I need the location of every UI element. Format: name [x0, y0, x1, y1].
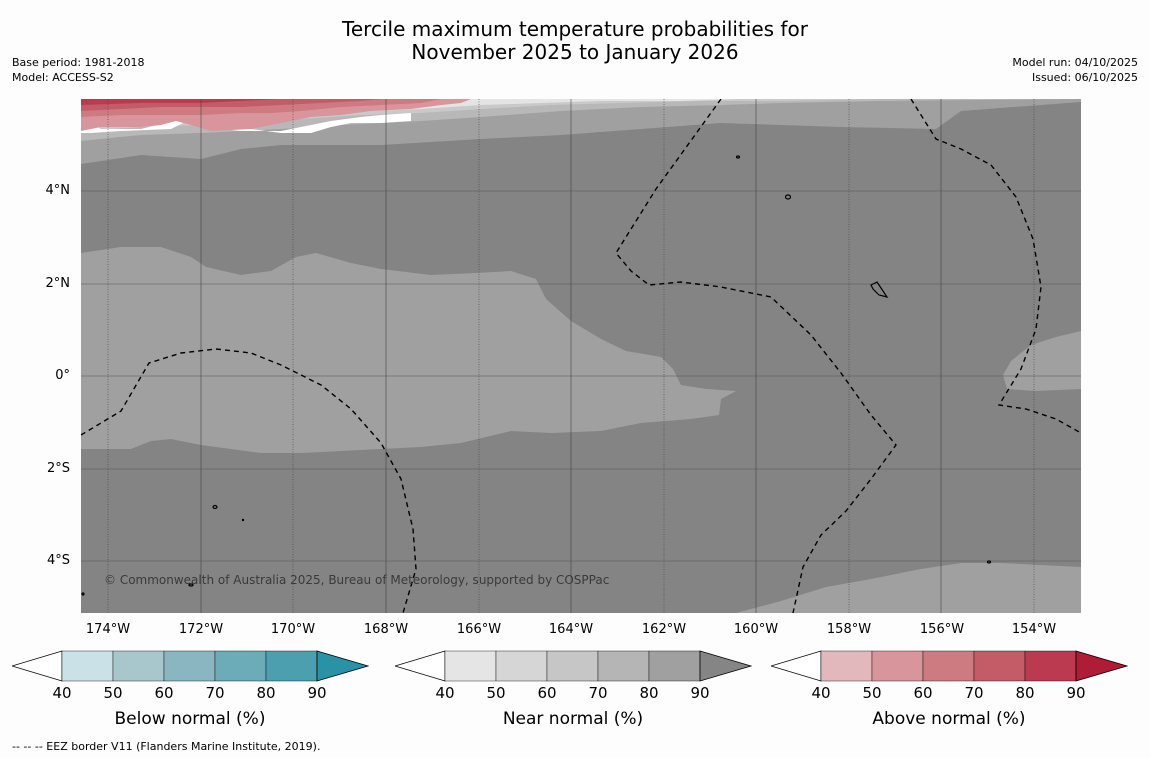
- longitude-gridlines: [107, 99, 1035, 613]
- run-info: Model run: 04/10/2025 Issued: 06/10/2025: [1012, 55, 1138, 85]
- below-swatch-1: [112, 650, 165, 682]
- lat-label-4n: 4°N: [45, 183, 71, 198]
- islands: [81, 155, 992, 596]
- lat-label-2n: 2°N: [45, 276, 71, 291]
- lon-label-160w: 160°W: [733, 622, 779, 637]
- near-swatch-2: [546, 650, 599, 682]
- below-tick-40: 40: [52, 684, 72, 702]
- zone-near-70-80-central: [81, 247, 736, 453]
- base-period: Base period: 1981-2018: [12, 56, 145, 69]
- below-swatch-3: [214, 650, 267, 682]
- lon-label-154w: 154°W: [1011, 622, 1057, 637]
- lon-label-164w: 164°W: [548, 622, 594, 637]
- island-7: [81, 592, 85, 596]
- copyright-notice: © Commonwealth of Australia 2025, Bureau…: [104, 573, 610, 587]
- near-tick-60: 60: [537, 684, 557, 702]
- lon-label-156w: 156°W: [919, 622, 965, 637]
- lon-label-174w: 174°W: [85, 622, 131, 637]
- latitude-gridlines: [81, 190, 1081, 562]
- issued-date: Issued: 06/10/2025: [1031, 71, 1138, 84]
- near-tick-40: 40: [435, 684, 455, 702]
- above-swatch-5: [1075, 650, 1129, 682]
- colorbar-near-svg: [393, 650, 753, 682]
- below-normal-title: Below normal (%): [114, 709, 266, 729]
- above-tick-70: 70: [964, 684, 984, 702]
- lon-label-166w: 166°W: [456, 622, 502, 637]
- title-line-1: Tercile maximum temperature probabilitie…: [342, 17, 808, 41]
- model-run-date: Model run: 04/10/2025: [1012, 56, 1138, 69]
- above-tick-40: 40: [811, 684, 831, 702]
- eez-borders: [81, 99, 1081, 613]
- near-swatch-3: [597, 650, 650, 682]
- lat-label-0: 0°: [55, 368, 70, 383]
- above-tick-90: 90: [1066, 684, 1086, 702]
- below-swatch-4: [265, 650, 318, 682]
- near-tick-80: 80: [639, 684, 659, 702]
- below-tick-50: 50: [103, 684, 123, 702]
- island-8: [241, 518, 245, 522]
- below-swatch-5: [316, 650, 370, 682]
- above-swatch-2: [922, 650, 975, 682]
- colorbar-above-normal: [769, 650, 1129, 688]
- island-5: [188, 583, 194, 587]
- model-info: Base period: 1981-2018 Model: ACCESS-S2: [12, 55, 144, 85]
- near-normal-title: Near normal (%): [502, 709, 644, 729]
- eez-border-note: -- -- -- EEZ border V11 (Flanders Marine…: [12, 740, 321, 753]
- lon-label-168w: 168°W: [363, 622, 409, 637]
- below-min-arrow: [10, 650, 63, 682]
- lon-label-170w: 170°W: [270, 622, 316, 637]
- above-min-arrow: [769, 650, 822, 682]
- above-normal-title: Above normal (%): [872, 709, 1026, 729]
- island-3: [870, 281, 889, 298]
- above-tick-60: 60: [913, 684, 933, 702]
- lon-label-158w: 158°W: [826, 622, 872, 637]
- colorbar-above-svg: [769, 650, 1129, 682]
- colorbar-below-svg: [10, 650, 370, 682]
- island-4: [212, 504, 218, 510]
- lon-label-172w: 172°W: [178, 622, 224, 637]
- below-swatch-2: [163, 650, 216, 682]
- above-swatch-0: [820, 650, 873, 682]
- near-tick-70: 70: [588, 684, 608, 702]
- below-tick-70: 70: [205, 684, 225, 702]
- near-tick-90: 90: [690, 684, 710, 702]
- above-swatch-3: [973, 650, 1026, 682]
- colorbar-below-normal: [10, 650, 370, 688]
- near-swatch-1: [495, 650, 548, 682]
- above-tick-50: 50: [862, 684, 882, 702]
- island-2: [735, 155, 741, 159]
- near-swatch-5: [699, 650, 753, 682]
- near-swatch-0: [444, 650, 497, 682]
- near-swatch-4: [648, 650, 701, 682]
- near-min-arrow: [393, 650, 446, 682]
- below-tick-90: 90: [307, 684, 327, 702]
- zone-near-70-80-south: [736, 563, 1081, 613]
- zone-above-80-90: [81, 99, 281, 105]
- title-line-2: November 2025 to January 2026: [411, 40, 739, 64]
- near-tick-50: 50: [486, 684, 506, 702]
- below-swatch-0: [61, 650, 114, 682]
- lat-label-2s: 2°S: [46, 461, 70, 476]
- zone-white-gap: [81, 113, 411, 133]
- lon-label-162w: 162°W: [641, 622, 687, 637]
- model-name: Model: ACCESS-S2: [12, 71, 114, 84]
- map-canvas: [81, 99, 1081, 613]
- below-tick-80: 80: [256, 684, 276, 702]
- above-swatch-4: [1024, 650, 1077, 682]
- island-6: [986, 560, 992, 564]
- above-swatch-1: [871, 650, 924, 682]
- probability-map[interactable]: [81, 99, 1081, 613]
- below-tick-60: 60: [154, 684, 174, 702]
- island-1: [784, 194, 792, 200]
- lat-label-4s: 4°S: [46, 553, 70, 568]
- map-title: Tercile maximum temperature probabilitie…: [0, 18, 1150, 64]
- colorbar-near-normal: [393, 650, 753, 688]
- above-tick-80: 80: [1015, 684, 1035, 702]
